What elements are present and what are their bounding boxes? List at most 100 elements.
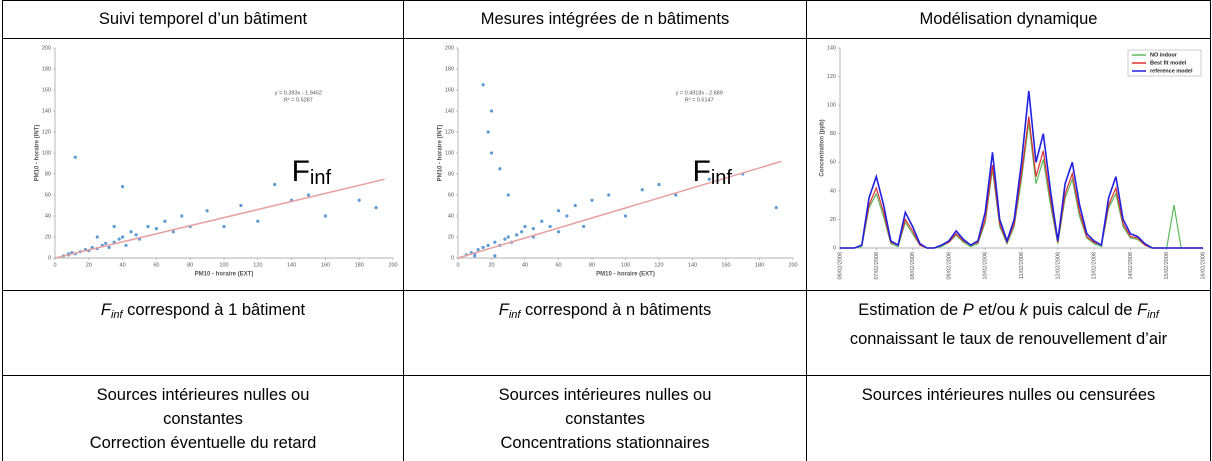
y-tick-label: 20 xyxy=(448,234,454,240)
header-cell: Mesures intégrées de n bâtiments xyxy=(480,10,730,28)
text: Estimation de xyxy=(858,301,963,319)
y-axis-label: PM10 - horaire (INT) xyxy=(35,125,41,182)
point xyxy=(531,227,535,231)
annotation-part: inf xyxy=(310,167,332,189)
point xyxy=(486,130,490,134)
point xyxy=(674,193,678,197)
point xyxy=(171,230,175,234)
point xyxy=(503,237,507,241)
x-tick-label: 180 xyxy=(755,262,764,268)
x-tick-label: 140 xyxy=(287,262,296,268)
equation: y = 0.393x - 1.9452 xyxy=(275,90,322,96)
x-tick-label: 12/02/2008 xyxy=(1055,252,1061,280)
x-tick-label: 140 xyxy=(688,262,697,268)
annotation-part: F xyxy=(693,155,711,188)
point xyxy=(523,224,527,229)
r-squared: R² = 0.5287 xyxy=(284,97,313,103)
point xyxy=(129,230,133,234)
point xyxy=(573,203,577,208)
header-cell: Modélisation dynamique xyxy=(919,10,1098,28)
y-tick-label: 40 xyxy=(45,213,51,219)
point xyxy=(540,219,544,223)
y-tick-label: 80 xyxy=(45,171,51,177)
text: et/ou xyxy=(973,301,1020,319)
point xyxy=(590,198,594,202)
point xyxy=(154,227,158,231)
y-tick-label: 100 xyxy=(445,150,454,156)
y-tick-label: 140 xyxy=(445,108,454,114)
header-cell: Suivi temporel d’un bâtiment xyxy=(98,10,308,28)
y-tick-label: 80 xyxy=(448,171,454,177)
trendline xyxy=(54,178,385,259)
text: correspond à n bâtiments xyxy=(520,301,712,319)
point xyxy=(95,235,99,239)
y-tick-label: 120 xyxy=(827,74,836,80)
point xyxy=(657,182,661,187)
x-tick-label: 200 xyxy=(788,262,797,268)
point xyxy=(121,185,125,189)
y-tick-label: 100 xyxy=(827,103,836,109)
y-tick-label: 0 xyxy=(833,245,836,251)
y-tick-label: 40 xyxy=(830,188,836,194)
cell: Sources intérieures nulles ou censurées xyxy=(807,377,1210,413)
y-tick-label: 40 xyxy=(448,213,454,219)
border xyxy=(2,375,1210,376)
y-tick-label: 140 xyxy=(42,108,51,114)
point xyxy=(481,83,485,87)
point xyxy=(124,243,128,247)
y-tick-label: 140 xyxy=(827,45,836,51)
point xyxy=(256,219,260,223)
annotation: Finf xyxy=(693,155,733,189)
y-axis-label: PM10 - horaire (INT) xyxy=(438,125,444,182)
point xyxy=(476,248,480,252)
border xyxy=(403,0,404,461)
x-axis-label: PM10 - horaire (EXT) xyxy=(195,272,254,278)
annotation: Finf xyxy=(292,155,332,189)
x-tick-label: 11/02/2008 xyxy=(1019,252,1025,279)
y-tick-label: 120 xyxy=(42,129,51,135)
annotation-part: inf xyxy=(711,167,733,189)
text: F xyxy=(498,301,509,319)
x-tick-label: 06/02/2008 xyxy=(837,252,843,280)
point xyxy=(107,245,111,250)
point xyxy=(239,203,243,208)
cell: Sources intérieures nulles ou constantes… xyxy=(3,377,403,461)
border xyxy=(1210,0,1211,461)
x-tick-label: 16/02/2008 xyxy=(1200,252,1206,280)
text: F xyxy=(1137,301,1148,319)
equation: y = 0.4918x - 2.689 xyxy=(676,90,723,96)
x-tick-label: 100 xyxy=(621,262,630,268)
text: k xyxy=(1019,301,1028,319)
text: Sources intérieures nulles ou constantes xyxy=(498,386,712,428)
x-tick-label: 160 xyxy=(721,262,730,268)
point xyxy=(163,219,167,223)
point xyxy=(117,237,121,241)
point xyxy=(506,193,510,197)
text: connaissant le taux de renouvellement d’… xyxy=(849,330,1168,348)
point xyxy=(112,224,116,229)
text: inf xyxy=(508,309,521,321)
text: inf xyxy=(1147,309,1159,321)
text: puis calcul de xyxy=(1027,301,1138,319)
y-tick-label: 120 xyxy=(445,129,454,135)
cell: Estimation de P et/ou k puis calcul de F… xyxy=(807,292,1210,357)
cell: Finf correspond à 1 bâtiment xyxy=(3,292,403,333)
point xyxy=(582,224,586,229)
text: Concentrations stationnaires xyxy=(500,434,710,452)
point xyxy=(640,188,644,192)
y-tick-label: 200 xyxy=(445,45,454,51)
y-tick-label: 80 xyxy=(830,131,836,137)
x-axis-label: PM10 - horaire (EXT) xyxy=(596,272,655,278)
point xyxy=(374,206,378,210)
point xyxy=(481,245,485,250)
point xyxy=(486,243,490,247)
text: F xyxy=(100,301,111,319)
x-tick-label: 160 xyxy=(321,262,330,268)
point xyxy=(180,214,184,218)
y-tick-label: 60 xyxy=(830,160,836,166)
cell: Sources intérieures nulles ou constantes… xyxy=(404,377,806,461)
legend-label: NO indoor xyxy=(1150,52,1178,58)
x-tick-label: 0 xyxy=(456,262,459,268)
point xyxy=(104,241,108,245)
